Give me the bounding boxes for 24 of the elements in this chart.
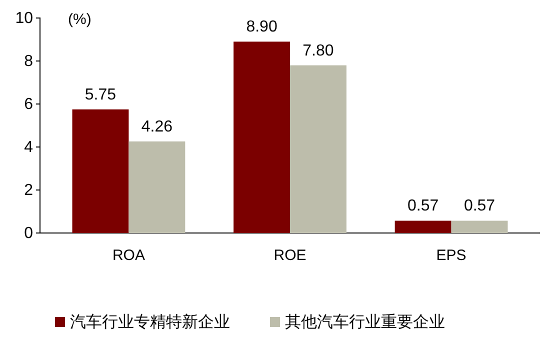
data-label: 0.57 [464, 198, 496, 215]
legend-label: 汽车行业专精特新企业 [70, 313, 230, 331]
data-label: 5.75 [84, 86, 116, 104]
y-tick-label: 2 [24, 182, 34, 200]
data-label: 4.26 [141, 118, 173, 136]
bar [394, 220, 452, 233]
data-label: 7.80 [302, 42, 334, 60]
data-label: 8.90 [246, 18, 278, 36]
data-label: 0.57 [407, 198, 439, 215]
bar [72, 109, 129, 233]
y-tick-label: 10 [15, 10, 34, 28]
bar [234, 42, 290, 233]
y-tick-label: 0 [24, 225, 34, 242]
y-tick-label: 6 [24, 96, 34, 114]
bar [128, 141, 186, 233]
x-tick-label: ROA [112, 247, 145, 264]
x-tick-label: ROE [274, 247, 306, 264]
legend-label: 其他汽车行业重要企业 [285, 313, 445, 331]
y-axis-title: (%) [68, 11, 92, 28]
y-tick-label: 8 [24, 53, 34, 70]
bar [451, 220, 508, 233]
y-tick-label: 4 [24, 139, 34, 156]
bar [290, 65, 346, 233]
x-tick-label: EPS [436, 247, 466, 264]
